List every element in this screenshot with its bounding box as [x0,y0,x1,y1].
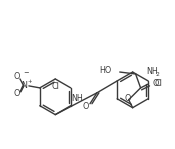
Text: HO: HO [100,66,112,74]
Text: O: O [152,79,159,88]
Text: O: O [124,94,131,103]
Text: O: O [14,72,20,82]
Text: 2: 2 [155,72,159,76]
Text: O: O [83,102,89,111]
Text: Cl: Cl [154,79,162,88]
Text: Cl: Cl [51,82,59,91]
Text: O: O [14,89,20,98]
Text: −: − [23,70,28,76]
Text: NH: NH [71,94,83,103]
Text: +: + [27,79,32,84]
Text: N: N [21,81,27,90]
Text: NH: NH [146,67,158,76]
